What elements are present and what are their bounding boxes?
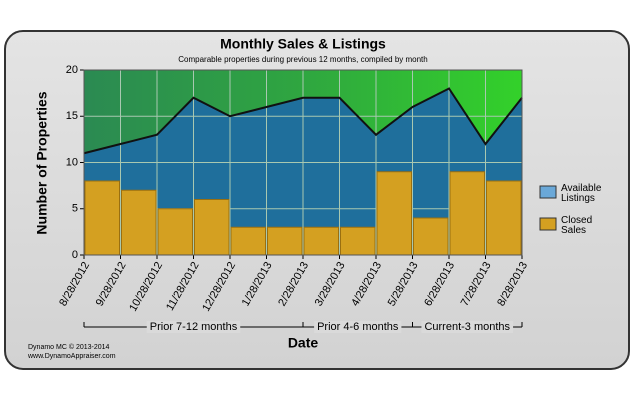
bar [157,208,193,256]
y-tick-label: 20 [66,64,78,76]
bar [121,189,157,256]
legend-label: Closed Sales [561,215,593,236]
bar [230,226,266,256]
y-axis-label: Number of Properties [34,91,50,234]
bar [486,180,522,256]
bar [449,171,485,256]
period-label: Current-3 months [424,321,510,333]
bar [84,180,120,256]
period-label-bg [146,321,241,333]
x-axis-label: Date [288,335,319,351]
period-label-bg [421,321,514,333]
chart-title: Monthly Sales & Listings [220,36,386,52]
legend-swatch [539,217,557,231]
legend-label: Available Listings [561,183,602,204]
bar [376,171,412,256]
plot-border [83,69,523,256]
period-label: Prior 4-6 months [317,321,399,333]
listings-line [83,87,523,155]
chart-subtitle: Comparable properties during previous 12… [178,55,427,64]
bar [413,217,449,256]
bar [194,199,230,256]
y-tick-label: 10 [66,156,78,168]
period-label-bg [314,321,402,333]
footer: www.DynamoAppraiser.com [27,353,116,360]
bar [340,226,376,256]
y-tick-label: 5 [72,203,78,215]
y-tick-label: 15 [66,110,78,122]
y-tick-label: 0 [72,249,78,261]
bar [303,226,339,256]
period-label: Prior 7-12 months [150,321,238,333]
bar [267,226,303,256]
legend-swatch [539,185,557,199]
footer: Dynamo MC © 2013-2014 [28,343,110,351]
